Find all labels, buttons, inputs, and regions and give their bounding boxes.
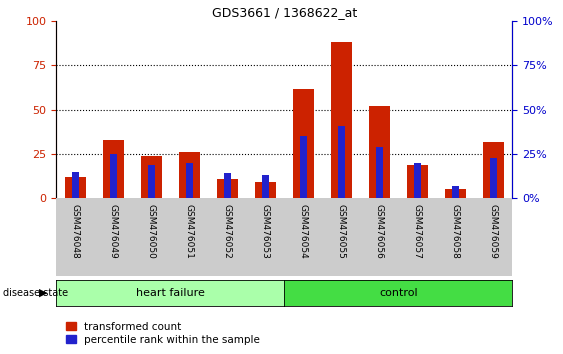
Bar <box>103 140 124 198</box>
Title: GDS3661 / 1368622_at: GDS3661 / 1368622_at <box>212 6 357 19</box>
Bar <box>300 136 307 198</box>
Bar <box>483 142 504 198</box>
Text: GSM476053: GSM476053 <box>261 205 270 259</box>
Bar <box>262 175 269 198</box>
Text: GSM476055: GSM476055 <box>337 205 346 259</box>
Bar <box>65 177 86 198</box>
Bar <box>141 156 162 198</box>
Text: GSM476058: GSM476058 <box>451 205 460 259</box>
Bar <box>186 163 193 198</box>
Text: control: control <box>379 288 418 298</box>
Bar <box>338 126 345 198</box>
Bar <box>255 182 276 198</box>
Text: GSM476056: GSM476056 <box>375 205 384 259</box>
Bar <box>331 42 352 198</box>
Text: GSM476050: GSM476050 <box>147 205 156 259</box>
Bar <box>293 88 314 198</box>
Text: ▶: ▶ <box>39 288 48 298</box>
Text: GSM476049: GSM476049 <box>109 205 118 259</box>
Bar <box>407 165 428 198</box>
Bar <box>414 163 421 198</box>
Text: disease state: disease state <box>3 288 68 298</box>
Bar <box>72 172 79 198</box>
Bar <box>445 189 466 198</box>
Legend: transformed count, percentile rank within the sample: transformed count, percentile rank withi… <box>61 317 265 349</box>
Text: GSM476057: GSM476057 <box>413 205 422 259</box>
Bar <box>369 106 390 198</box>
Bar <box>376 147 383 198</box>
Text: GSM476048: GSM476048 <box>71 205 80 259</box>
Bar <box>452 186 459 198</box>
Bar <box>179 152 200 198</box>
Text: GSM476051: GSM476051 <box>185 205 194 259</box>
Bar <box>490 158 497 198</box>
Text: GSM476052: GSM476052 <box>223 205 232 259</box>
Bar <box>224 173 231 198</box>
Text: GSM476054: GSM476054 <box>299 205 308 259</box>
Bar <box>217 179 238 198</box>
Bar <box>110 154 117 198</box>
Text: GSM476059: GSM476059 <box>489 205 498 259</box>
Text: heart failure: heart failure <box>136 288 205 298</box>
Bar <box>148 165 155 198</box>
